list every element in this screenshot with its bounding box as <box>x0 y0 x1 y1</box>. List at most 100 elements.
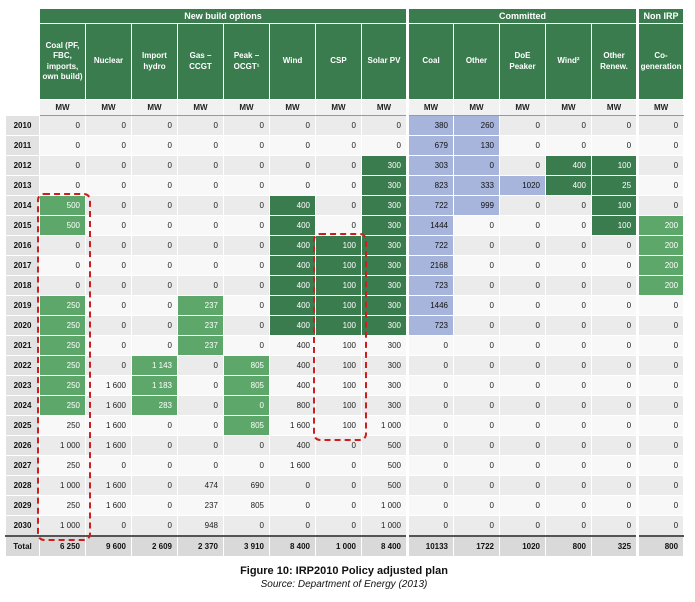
value-cell: 400 <box>269 315 316 336</box>
value-cell: 0 <box>131 455 178 476</box>
value-cell: 0 <box>590 275 639 296</box>
value-cell: 100 <box>315 415 362 436</box>
value-cell: 0 <box>545 515 592 536</box>
value-cell: 0 <box>39 255 86 276</box>
value-cell: 0 <box>177 235 224 256</box>
value-cell: 0 <box>590 335 639 356</box>
unit-cell: MW <box>499 99 546 116</box>
column-header: Coal (PF, FBC, imports, own build) <box>39 23 86 100</box>
value-cell: 1 143 <box>131 355 178 376</box>
value-cell: 300 <box>361 355 408 376</box>
value-cell: 0 <box>636 335 685 356</box>
table-row: 2021 250 0 0 237 0 400 100 300 0 0 0 0 0 0 <box>5 335 685 356</box>
year-cell: 2028 <box>5 475 40 496</box>
year-cell: 2030 <box>5 515 40 536</box>
value-cell: 200 <box>636 215 685 236</box>
value-cell: 0 <box>590 355 639 376</box>
value-cell: 0 <box>406 415 454 436</box>
year-cell: 2010 <box>5 115 40 136</box>
value-cell: 380 <box>406 115 454 136</box>
year-cell: 2029 <box>5 495 40 516</box>
value-cell: 0 <box>590 455 639 476</box>
year-cell: 2026 <box>5 435 40 456</box>
value-cell: 200 <box>636 235 685 256</box>
value-cell: 0 <box>453 515 500 536</box>
value-cell: 100 <box>315 355 362 376</box>
value-cell: 400 <box>269 375 316 396</box>
column-group-header: Non IRP <box>636 8 685 24</box>
value-cell: 250 <box>39 415 86 436</box>
value-cell: 400 <box>269 235 316 256</box>
value-cell: 0 <box>545 395 592 416</box>
value-cell: 0 <box>545 115 592 136</box>
value-cell: 0 <box>499 275 546 296</box>
value-cell: 0 <box>131 135 178 156</box>
value-cell: 0 <box>223 155 270 176</box>
value-cell: 0 <box>406 495 454 516</box>
value-cell: 0 <box>636 415 685 436</box>
value-cell: 1446 <box>406 295 454 316</box>
table-row: 2022 250 0 1 143 0 805 400 100 300 0 0 0 0 0 0 <box>5 355 685 376</box>
value-cell: 800 <box>269 395 316 416</box>
value-cell: 0 <box>177 275 224 296</box>
value-cell: 250 <box>39 375 86 396</box>
year-cell: 2014 <box>5 195 40 216</box>
value-cell: 805 <box>223 355 270 376</box>
value-cell: 1 000 <box>39 515 86 536</box>
table-row: 2029 250 1 600 0 237 805 0 0 1 000 0 0 0 0 0 0 <box>5 495 685 516</box>
unit-cell: MW <box>361 99 408 116</box>
total-value-cell: 10133 <box>406 534 454 557</box>
value-cell: 0 <box>499 295 546 316</box>
unit-cell: MW <box>131 99 178 116</box>
value-cell: 0 <box>590 475 639 496</box>
value-cell: 250 <box>39 455 86 476</box>
table-row: 2010 0 0 0 0 0 0 0 0 380 260 0 0 0 0 <box>5 115 685 136</box>
value-cell: 0 <box>499 375 546 396</box>
value-cell: 100 <box>315 375 362 396</box>
value-cell: 0 <box>545 355 592 376</box>
value-cell: 260 <box>453 115 500 136</box>
value-cell: 0 <box>315 455 362 476</box>
value-cell: 0 <box>636 315 685 336</box>
value-cell: 0 <box>636 155 685 176</box>
value-cell: 0 <box>406 395 454 416</box>
value-cell: 300 <box>361 215 408 236</box>
value-cell: 0 <box>315 215 362 236</box>
value-cell: 999 <box>453 195 500 216</box>
value-cell: 100 <box>315 235 362 256</box>
value-cell: 250 <box>39 315 86 336</box>
value-cell: 805 <box>223 375 270 396</box>
total-value-cell: 325 <box>590 534 639 557</box>
value-cell: 0 <box>85 135 132 156</box>
total-value-cell: 8 400 <box>361 534 408 557</box>
value-cell: 303 <box>406 155 454 176</box>
value-cell: 0 <box>85 115 132 136</box>
unit-cell: MW <box>453 99 500 116</box>
table-row: 2028 1 000 1 600 0 474 690 0 0 500 0 0 0 0 0 0 <box>5 475 685 496</box>
value-cell: 0 <box>177 135 224 156</box>
value-cell: 1 600 <box>85 395 132 416</box>
value-cell: 400 <box>269 335 316 356</box>
value-cell: 0 <box>131 495 178 516</box>
unit-cell: MW <box>406 99 454 116</box>
year-cell: 2011 <box>5 135 40 156</box>
value-cell: 0 <box>453 435 500 456</box>
table-row: 2030 1 000 0 0 948 0 0 0 1 000 0 0 0 0 0 0 <box>5 515 685 536</box>
value-cell: 0 <box>545 195 592 216</box>
value-cell: 0 <box>453 375 500 396</box>
year-cell: 2020 <box>5 315 40 336</box>
value-cell: 0 <box>85 515 132 536</box>
unit-cell: MW <box>315 99 362 116</box>
value-cell: 0 <box>453 275 500 296</box>
year-cell: 2017 <box>5 255 40 276</box>
value-cell: 0 <box>499 235 546 256</box>
value-cell: 1 600 <box>85 475 132 496</box>
value-cell: 0 <box>406 355 454 376</box>
value-cell: 0 <box>590 295 639 316</box>
value-cell: 0 <box>85 455 132 476</box>
value-cell: 300 <box>361 195 408 216</box>
value-cell: 0 <box>636 475 685 496</box>
value-cell: 0 <box>131 295 178 316</box>
value-cell: 0 <box>131 155 178 176</box>
total-value-cell: 1722 <box>453 534 500 557</box>
